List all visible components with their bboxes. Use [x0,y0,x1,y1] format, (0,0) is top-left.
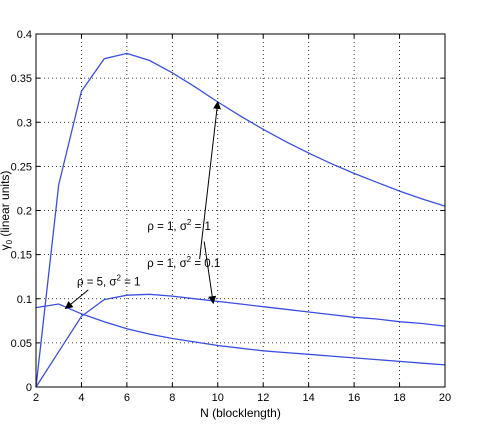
x-axis-label: N (blocklength) [200,406,281,420]
x-tick-label: 20 [439,392,451,404]
y-tick-label: 0.05 [11,338,32,350]
annotation-label-main: ρ = 1, σ [147,258,187,270]
x-tick-label: 18 [393,392,405,404]
y-axis-label-rest: (linear units) [0,171,12,240]
x-tick-label: 4 [78,392,84,404]
annotation-label-main: ρ = 1, σ [147,221,187,233]
x-tick-label: 8 [169,392,175,404]
y-tick-label: 0.35 [11,73,32,85]
annotations: ρ = 1, σ2 = 0.1ρ = 1, σ2 = 1ρ = 5, σ2 = … [64,100,221,310]
annotation-label: ρ = 1, σ2 = 0.1 [147,255,220,270]
grid [36,34,445,387]
series-lines [35,52,446,388]
x-tick-label: 12 [257,392,269,404]
annotation-arrow [64,289,89,310]
x-tick-label: 2 [33,392,39,404]
x-tick-label: 16 [348,392,360,404]
annotation-arrow [199,100,221,260]
annotation-label: ρ = 1, σ2 = 1 [147,218,211,233]
y-axis-label: γ0 (linear units) [0,171,14,251]
y-tick-label: 0.1 [17,294,32,306]
y-tick-label: 0 [26,382,32,394]
annotation-label-sup: 2 [187,218,192,227]
annotation-label: ρ = 5, σ2 = 1 [77,274,141,289]
annotation-label-tail: = 1 [121,277,141,289]
series-line-3 [35,303,446,366]
x-tick-label: 10 [212,392,224,404]
y-axis-label-sub: 0 [5,239,14,244]
y-tick-label: 0.4 [17,29,32,41]
x-tick-label: 6 [124,392,130,404]
annotation-3: ρ = 5, σ2 = 1 [64,274,141,310]
annotation-label-sup: 2 [187,255,192,264]
series-line-1 [35,52,446,388]
x-tick-label: 14 [303,392,315,404]
annotation-label-tail: = 1 [191,221,211,233]
y-tick-label: 0.15 [11,250,32,262]
series-line-2 [35,293,446,388]
y-axis-label-main: γ [0,244,12,250]
annotation-arrow [203,241,217,305]
y-tick-label: 0.2 [17,206,32,218]
annotation-label-sup: 2 [116,274,121,283]
annotation-label-tail: = 0.1 [191,258,220,270]
axis-ticks: 2 4 6 8 10 12 14 16 18 20 0 0.05 0.1 0.15 0.2 0.25 0.3 0.… [11,29,452,404]
annotation-label-main: ρ = 5, σ [77,277,117,289]
annotation-2: ρ = 1, σ2 = 1 [147,218,217,305]
annotation-1: ρ = 1, σ2 = 0.1 [147,100,221,270]
y-tick-label: 0.3 [17,117,32,129]
y-tick-label: 0.25 [11,161,32,173]
